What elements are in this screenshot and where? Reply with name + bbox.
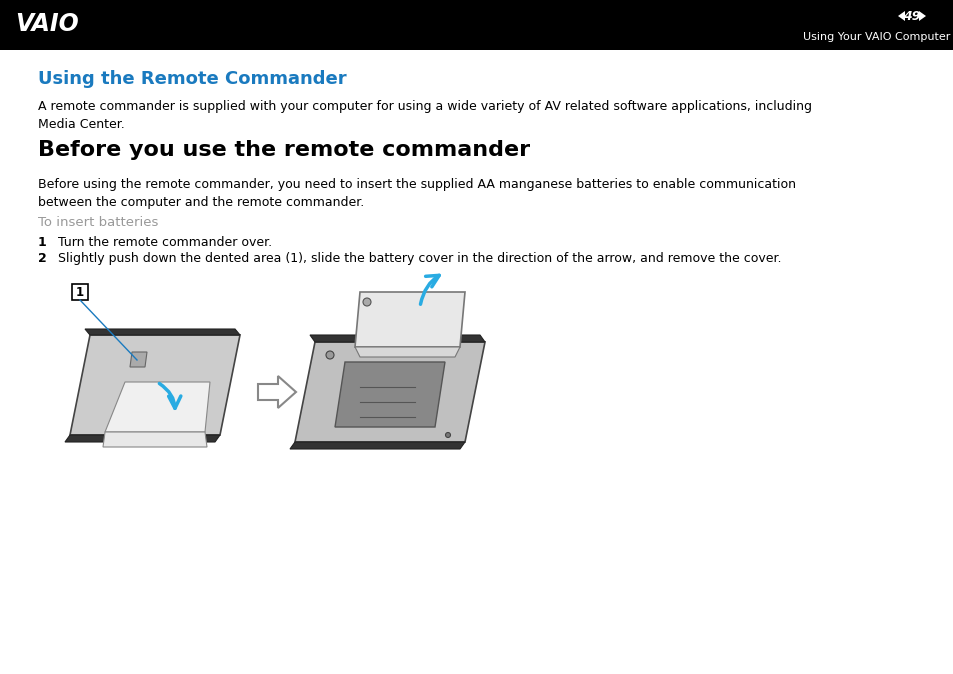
Polygon shape [85, 329, 240, 335]
Text: Before using the remote commander, you need to insert the supplied AA manganese : Before using the remote commander, you n… [38, 178, 795, 209]
Polygon shape [310, 335, 484, 342]
Text: Turn the remote commander over.: Turn the remote commander over. [58, 236, 272, 249]
Text: Using the Remote Commander: Using the Remote Commander [38, 70, 346, 88]
Polygon shape [65, 435, 220, 442]
Polygon shape [257, 376, 295, 408]
Polygon shape [105, 382, 210, 432]
Polygon shape [70, 335, 240, 435]
Polygon shape [290, 442, 464, 449]
Text: To insert batteries: To insert batteries [38, 216, 158, 229]
Polygon shape [918, 11, 925, 21]
Polygon shape [294, 342, 484, 442]
FancyBboxPatch shape [71, 284, 88, 300]
Polygon shape [355, 347, 459, 357]
Text: 49: 49 [902, 9, 920, 22]
Text: Using Your VAIO Computer: Using Your VAIO Computer [801, 32, 949, 42]
Polygon shape [335, 362, 444, 427]
Polygon shape [355, 292, 464, 347]
Text: VAIO: VAIO [15, 12, 79, 36]
Bar [0, 0, 953, 50]
Text: 2: 2 [38, 252, 47, 265]
Polygon shape [897, 11, 904, 21]
Text: 1: 1 [38, 236, 47, 249]
Text: Before you use the remote commander: Before you use the remote commander [38, 140, 530, 160]
Circle shape [363, 298, 371, 306]
Text: Slightly push down the dented area (1), slide the battery cover in the direction: Slightly push down the dented area (1), … [58, 252, 781, 265]
Text: A remote commander is supplied with your computer for using a wide variety of AV: A remote commander is supplied with your… [38, 100, 811, 131]
Circle shape [326, 351, 334, 359]
Text: 1: 1 [76, 286, 84, 299]
Circle shape [445, 433, 450, 437]
Polygon shape [130, 352, 147, 367]
Polygon shape [103, 432, 207, 447]
